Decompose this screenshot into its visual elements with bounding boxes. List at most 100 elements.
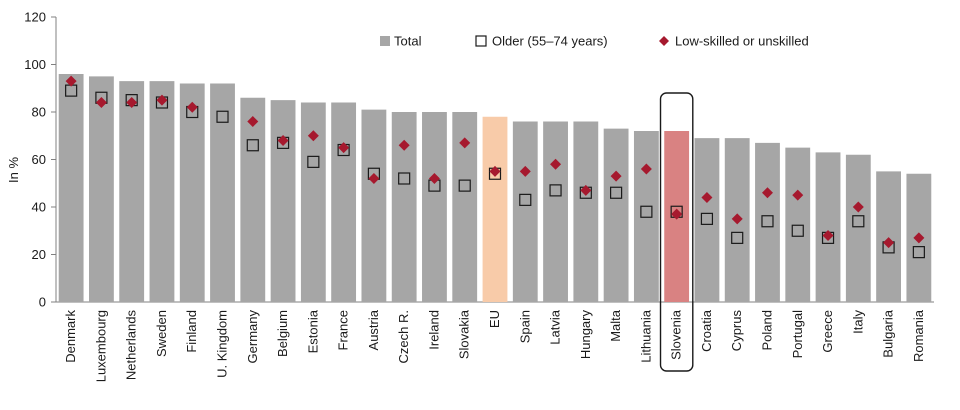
low-skilled-marker	[398, 139, 410, 151]
category-labels: Denmark Luxembourg Netherlands Sweden Finlan…	[63, 309, 926, 382]
older-marker	[640, 205, 653, 218]
older-marker	[398, 172, 411, 185]
bar-ireland	[422, 112, 447, 302]
category-label: Spain	[517, 310, 532, 343]
low-skilled-marker	[610, 170, 622, 182]
category-label: Austria	[366, 309, 381, 350]
older-marker	[519, 193, 532, 206]
low-skilled-marker	[640, 163, 652, 175]
older-marker	[791, 224, 804, 237]
bar-luxembourg	[89, 76, 114, 302]
y-tick-label: 0	[39, 295, 46, 310]
low-skilled-marker	[459, 137, 471, 149]
low-skilled-marker	[701, 192, 713, 203]
low-skilled-marker	[883, 237, 895, 249]
low-skilled-marker	[792, 189, 804, 201]
low-skilled-marker	[156, 94, 168, 106]
bar-u-kingdom	[210, 83, 235, 302]
older-marker	[700, 212, 714, 225]
legend: Total Older (55–74 years) Low-skilled or u…	[380, 34, 809, 49]
bar-finland	[179, 83, 205, 302]
category-label: U. Kingdom	[215, 310, 230, 378]
low-skilled-marker	[550, 158, 562, 170]
low-skilled-marker	[307, 130, 319, 142]
older-markers-group	[65, 84, 925, 259]
low-skilled-marker	[126, 97, 138, 108]
low-skilled-marker	[580, 184, 592, 196]
bar-malta	[603, 128, 629, 302]
low-skilled-marker	[761, 187, 773, 199]
low-skilled-marker	[913, 232, 925, 244]
bar-latvia	[543, 121, 568, 302]
older-marker	[852, 215, 865, 228]
bar-spain	[512, 121, 538, 302]
category-label: Croatia	[699, 309, 714, 352]
older-marker	[458, 179, 471, 192]
bar-austria	[361, 109, 387, 302]
older-marker	[761, 215, 774, 228]
category-label: France	[336, 310, 351, 350]
low-skilled-marker	[731, 213, 743, 225]
category-label: Hungary	[578, 310, 593, 360]
highlight-frame	[659, 92, 694, 372]
category-label: Slovakia	[457, 309, 472, 359]
bar-poland	[755, 142, 780, 302]
category-label: Lithuania	[638, 309, 653, 363]
bar-hungary	[573, 121, 599, 302]
low-skilled-marker	[368, 173, 380, 184]
low-skilled-marker	[519, 165, 531, 177]
low-skilled-marker	[247, 116, 259, 127]
low-skilled-markers-group	[65, 75, 925, 249]
y-tick-label: 60	[32, 152, 46, 167]
y-tick-label: 80	[32, 105, 46, 120]
category-label: Slovenia	[669, 309, 684, 360]
legend-older-swatch	[475, 35, 487, 47]
bar-greece	[815, 152, 841, 302]
bar-germany	[240, 97, 266, 302]
y-tick-label: 20	[32, 247, 46, 262]
category-label: EU	[487, 310, 502, 328]
low-skilled-marker	[428, 173, 440, 184]
y-tick-label: 40	[32, 200, 46, 215]
legend-low-label: Low-skilled or unskilled	[675, 34, 809, 49]
bar-denmark	[58, 74, 84, 302]
low-skilled-marker	[95, 97, 107, 108]
category-label: Finland	[184, 310, 199, 353]
older-marker	[549, 184, 562, 197]
legend-total-label: Total	[394, 34, 422, 49]
low-skilled-marker	[277, 135, 289, 146]
bar-sweden	[149, 81, 175, 302]
bar-france	[331, 102, 357, 302]
category-label: Bulgaria	[881, 309, 896, 357]
category-label: Germany	[245, 310, 260, 364]
older-marker	[246, 139, 259, 152]
category-label: Denmark	[63, 310, 78, 363]
low-skilled-marker	[338, 142, 350, 154]
category-label: Sweden	[154, 310, 169, 357]
older-marker	[216, 110, 229, 123]
category-label: Belgium	[275, 310, 290, 357]
category-label: Latvia	[548, 309, 563, 344]
y-tick-label: 100	[24, 57, 46, 72]
older-marker	[307, 155, 320, 168]
bars-group	[58, 74, 932, 372]
category-label: Estonia	[305, 309, 320, 353]
bar-eu	[482, 116, 508, 302]
category-label: Poland	[759, 310, 774, 350]
older-marker	[912, 246, 925, 259]
category-label: Luxembourg	[93, 310, 108, 382]
legend-low-swatch	[659, 36, 669, 46]
low-skilled-marker	[489, 165, 501, 177]
category-label: Malta	[608, 309, 623, 342]
category-label: Cyprus	[729, 310, 744, 352]
bar-lithuania	[633, 131, 659, 302]
category-label: Italy	[850, 310, 865, 334]
category-label: Romania	[911, 309, 926, 362]
category-label: Netherlands	[124, 310, 139, 381]
bar-bulgaria	[876, 171, 901, 302]
low-skilled-marker	[65, 75, 77, 87]
legend-total-swatch	[380, 36, 390, 46]
low-skilled-marker	[186, 101, 198, 113]
